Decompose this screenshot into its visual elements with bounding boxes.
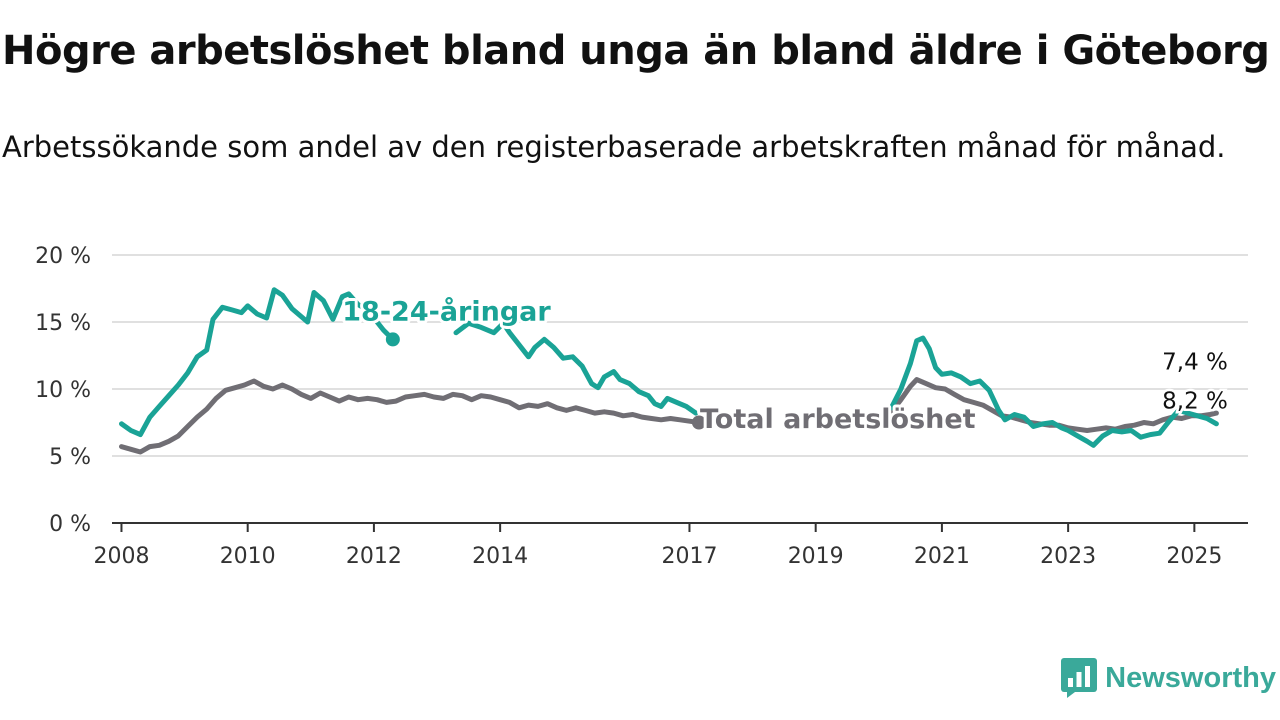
youth-series-label: 18-24-åringar [342, 296, 551, 328]
y-tick-label: 5 % [49, 445, 91, 470]
y-tick-label: 20 % [35, 244, 91, 269]
chart-title: Högre arbetslöshet bland unga än bland ä… [2, 28, 1270, 74]
x-tick-label: 2012 [346, 544, 402, 569]
total-end-marker [691, 415, 706, 430]
newsworthy-logo: Newsworthy [1061, 658, 1276, 698]
y-tick-label: 0 % [49, 512, 91, 537]
y-tick-label: 10 % [35, 378, 91, 403]
newsworthy-logo-icon [1061, 658, 1098, 698]
youth-unemployment-line [888, 335, 1219, 448]
series-lines [119, 287, 1219, 455]
x-tick-label: 2019 [788, 544, 844, 569]
youth-unemployment-line [453, 320, 699, 416]
x-axis: 2008 2010 2012 2014 2017 2019 2021 2023 2025 [93, 522, 1248, 569]
total-end-label: 8,2 % [1162, 389, 1228, 415]
x-tick-label: 2017 [661, 544, 717, 569]
x-tick-label: 2023 [1040, 544, 1096, 569]
series-labels: 7,4 % 8,2 % 18-24-åringar Total arbetslöshe… [339, 293, 1230, 438]
x-tick-label: 2021 [914, 544, 970, 569]
youth-end-label: 7,4 % [1162, 349, 1228, 375]
youth-unemployment-line [119, 287, 396, 438]
x-tick-label: 2010 [220, 544, 276, 569]
brand-name: Newsworthy [1105, 661, 1276, 694]
total-series-label: Total arbetslöshet [700, 404, 976, 435]
y-axis: 0 % 5 % 10 % 15 % 20 % [35, 244, 91, 537]
x-tick-label: 2008 [93, 544, 149, 569]
gridlines [112, 254, 1248, 457]
y-tick-label: 15 % [35, 311, 91, 336]
chart-subtitle: Arbetssökande som andel av den registerb… [2, 130, 1226, 164]
x-tick-label: 2014 [472, 544, 528, 569]
youth-end-marker [385, 332, 400, 347]
x-tick-label: 2025 [1166, 544, 1222, 569]
total-unemployment-line [119, 378, 702, 455]
